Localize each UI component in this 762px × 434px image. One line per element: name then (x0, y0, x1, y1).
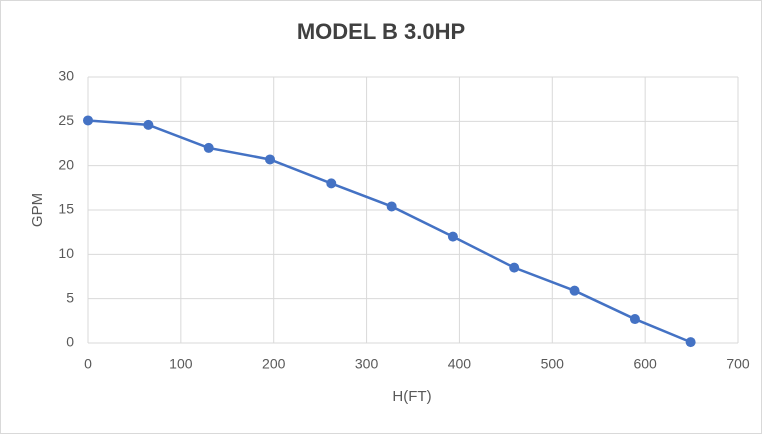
y-axis-label: GPM (29, 193, 46, 227)
marker (447, 231, 458, 242)
marker (265, 154, 275, 165)
x-tick-label: 400 (448, 356, 472, 372)
marker (509, 262, 520, 273)
x-tick-label: 500 (541, 356, 565, 372)
y-tick-label: 0 (66, 334, 74, 350)
x-tick-label: 0 (84, 356, 92, 372)
y-tick-label: 10 (58, 245, 74, 261)
y-tick-label: 30 (58, 68, 74, 84)
y-tick-label: 5 (66, 289, 74, 305)
marker (386, 201, 397, 212)
chart-title: MODEL B 3.0HP (297, 19, 465, 44)
marker (569, 285, 580, 296)
marker (326, 178, 337, 189)
marker (83, 115, 93, 126)
marker (685, 337, 696, 348)
x-tick-label: 300 (355, 356, 379, 372)
x-tick-label: 200 (262, 356, 286, 372)
marker (143, 119, 154, 130)
y-tick-label: 25 (58, 112, 74, 128)
x-tick-label: 700 (726, 356, 750, 372)
x-tick-label: 100 (169, 356, 193, 372)
y-tick-label: 20 (58, 156, 74, 172)
marker (203, 142, 214, 153)
x-tick-label: 600 (633, 356, 657, 372)
y-tick-label: 15 (58, 201, 74, 217)
x-axis-label: H(FT) (392, 388, 431, 405)
marker (629, 314, 640, 325)
